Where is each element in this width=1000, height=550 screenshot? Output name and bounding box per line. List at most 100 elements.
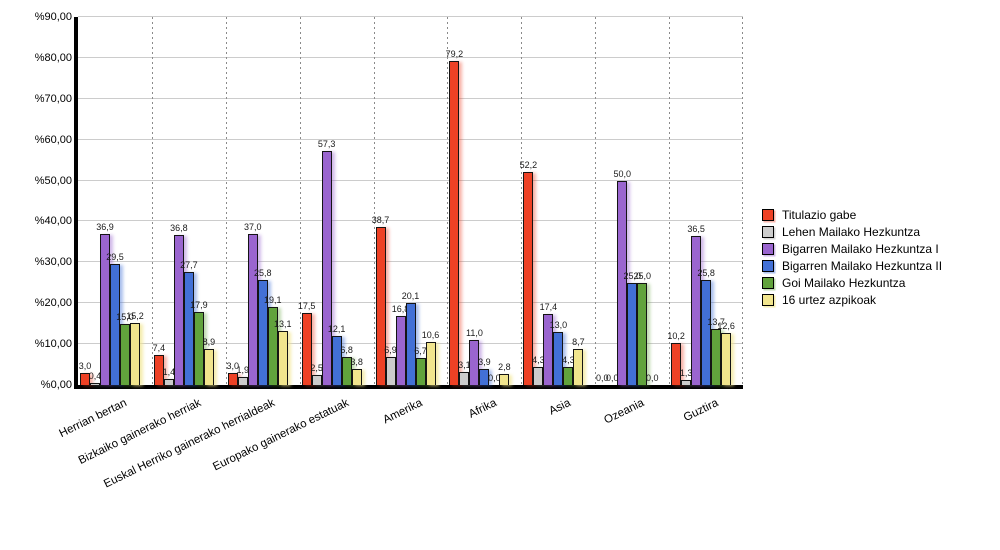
legend-swatch [762,242,774,255]
legend-item: Titulazio gabe [762,206,942,223]
bar-value-label: 1,4 [162,367,176,378]
bar-value-label: 36,8 [170,222,188,233]
bar-group: 79,2 3,1 11,0 3,9 0,0 2,8 [446,17,521,385]
bar-value-label: 25,0 [633,270,651,281]
legend-swatch [762,208,774,221]
bar-value-label: 3,9 [478,357,491,368]
bar [395,316,406,385]
bar [173,234,184,385]
bar [617,180,628,385]
gridline [78,302,743,304]
y-tick-label: %30,00 [34,256,72,269]
bar [351,369,362,385]
y-tick-label: %40,00 [34,215,72,228]
bar-value-label: 15,0 [116,311,134,322]
bar [721,333,732,385]
bar-value-label: 16,8 [391,304,410,315]
bar-value-label: 17,9 [190,299,208,310]
bar-group: 17,5 2,5 57,3 12,1 6,8 3,8 [298,17,374,385]
y-tick-label: %10,00 [34,338,72,351]
bar [237,377,248,385]
y-tick-label: %0,00 [40,379,72,391]
bar-value-label: 13,7 [707,316,725,327]
bar [257,279,268,385]
bar-value-label: 3,0 [78,360,92,371]
gridline [78,261,743,263]
bar-value-label: 4,3 [562,355,575,366]
group-separator [595,17,597,385]
bar [523,171,534,385]
x-category-label: Amerika [381,397,425,427]
bar-value-label: 19,1 [264,294,282,305]
legend-item: Lehen Mailako Hezkuntza [762,223,942,240]
bar-value-label: 25,0 [623,270,641,281]
bar-value-label: 3,1 [458,360,471,371]
legend-label: Bigarren Mailako Hezkuntza II [782,258,943,273]
bar [543,313,554,385]
bar-group: 3,0 0,4 36,9 29,5 15,0 15,2 [78,17,152,385]
x-axis-line [74,385,743,389]
bar [573,349,584,385]
bar-value-label: 12,1 [327,323,346,334]
bar-group: 38,7 6,9 16,8 20,1 6,7 10,6 [372,17,448,385]
legend-label: Goi Mailako Hezkuntza [782,275,906,290]
bar [553,331,564,385]
bar-value-label: 10,2 [667,331,685,342]
gridline [78,16,743,17]
bar-value-label: 2,5 [310,362,323,373]
bar-value-label: 10,6 [421,329,440,340]
y-tick-label: %50,00 [34,174,72,187]
x-category-label: Bizkaiko gainerako herriak [76,397,204,467]
bar [533,367,544,385]
y-tick-label: %70,00 [34,92,72,105]
bar-value-label: 6,9 [384,344,397,355]
y-tick-label: %80,00 [34,51,72,64]
bar-value-label: 1,9 [236,365,250,376]
bar-value-label: 20,1 [401,290,420,301]
bar [247,233,258,385]
bar-group: 3,0 1,9 37,0 25,8 19,1 13,1 [226,17,300,385]
bar [110,264,120,385]
legend-item: Goi Mailako Hezkuntza [762,274,942,291]
bar [120,323,130,385]
group-separator [742,17,743,385]
legend: Titulazio gabe Lehen Mailako Hezkuntza Big… [762,206,942,308]
y-tick-label: %60,00 [34,133,72,146]
bar-value-label: 36,9 [96,222,114,233]
bar [153,354,164,385]
bar [163,379,174,385]
bar [183,271,194,385]
x-category-label: Herrian bertan [57,397,130,441]
bar-value-label: 27,7 [180,259,198,270]
group-separator [521,17,523,385]
bar [301,313,312,385]
legend-swatch [762,259,774,272]
bar-value-label: 0,0 [645,373,659,383]
gridline [78,56,743,58]
group-separator [669,17,671,385]
bar-value-label: 0,0 [605,373,619,383]
bar [637,282,648,385]
group-separator [373,17,375,385]
legend-swatch [762,225,774,238]
bar [341,357,352,385]
y-axis-line [74,17,78,389]
bar-value-label: 12,6 [717,321,735,332]
group-separator [299,17,301,385]
bar [701,279,712,385]
bar [479,369,490,385]
bar-value-label: 13,1 [274,319,292,330]
bar-group: 7,4 1,4 36,8 27,7 17,9 8,9 [152,17,226,385]
bar-group: 0,0 0,0 50,0 25,0 25,0 0,0 [595,17,669,385]
bar-value-label: 6,7 [414,345,427,356]
bar [405,302,416,385]
bar [425,341,436,385]
bar-value-label: 25,8 [697,267,715,278]
legend-label: Titulazio gabe [782,207,857,222]
bar [130,322,140,385]
bar-value-label: 7,4 [152,342,166,353]
gridline [78,179,743,181]
group-separator [447,17,449,385]
group-separator [151,17,153,385]
bar-value-label: 0,4 [88,371,102,382]
